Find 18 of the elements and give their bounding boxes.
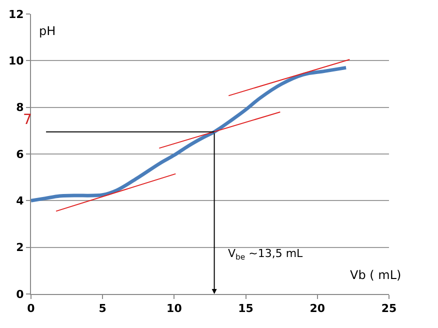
x-tick-label: 20 — [310, 302, 326, 316]
y-tick-label: 2 — [16, 241, 24, 254]
x-tick-label: 25 — [381, 302, 397, 316]
y-tick-label: 6 — [16, 148, 24, 161]
y-tick-label: 0 — [16, 288, 24, 301]
annotation: 7 — [23, 112, 32, 128]
annotation: V$_{be}$ ~13,5 mL — [228, 247, 304, 262]
y-axis-title: pH — [39, 24, 56, 38]
y-tick-label: 8 — [16, 101, 24, 114]
x-tick-label: 5 — [98, 302, 106, 316]
y-tick-label: 4 — [16, 194, 24, 208]
line-series — [31, 66, 348, 202]
x-tick-label: 15 — [238, 302, 254, 316]
y-tick-label: 12 — [8, 8, 24, 21]
y-tick-label: 10 — [8, 54, 24, 68]
x-tick-label: 0 — [27, 302, 36, 316]
x-axis-title: Vb ( mL) — [350, 268, 402, 282]
x-tick-label: 10 — [166, 302, 182, 316]
